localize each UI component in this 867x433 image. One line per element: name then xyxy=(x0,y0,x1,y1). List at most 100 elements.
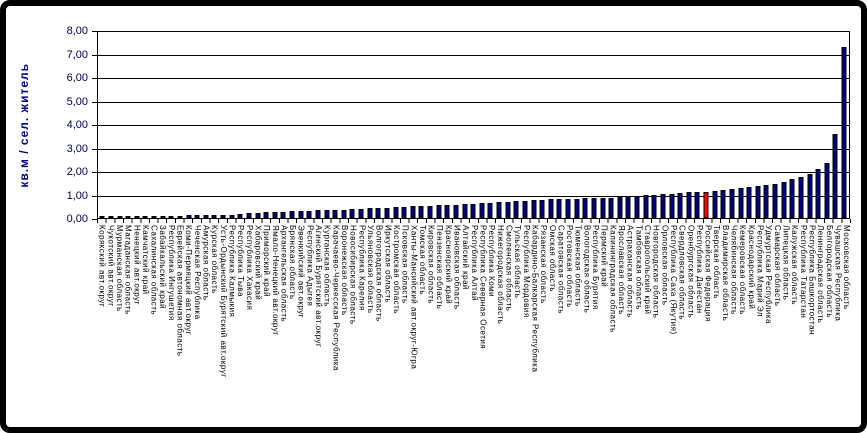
bar xyxy=(401,206,407,218)
x-label-cell: Тверская область xyxy=(712,225,721,427)
bar xyxy=(298,211,304,218)
bar-cell xyxy=(426,32,435,218)
bar-cell xyxy=(271,32,280,218)
bar-cell xyxy=(331,32,340,218)
bar-cell xyxy=(624,32,633,218)
x-label-cell: Ярославская область xyxy=(616,225,626,427)
x-label-cell: Курская область xyxy=(210,225,219,427)
bar-cell xyxy=(607,32,616,218)
x-category-label: Амурская область xyxy=(201,225,211,301)
x-category-label: Владимирская область xyxy=(720,225,730,322)
bar xyxy=(634,195,640,218)
gridline xyxy=(98,78,849,79)
bar-series xyxy=(98,32,849,218)
x-label-cell: Агинский Бурятский авт.округ xyxy=(313,225,323,427)
x-category-label: Смоленская область xyxy=(504,225,514,312)
x-label-cell: Тамбовская область xyxy=(634,225,643,427)
x-category-label: Курганская область xyxy=(322,225,332,307)
y-axis-title-text: кв.м / сел. житель xyxy=(17,62,31,188)
x-category-label: Московская область xyxy=(842,225,852,310)
x-category-label: Астраханская область xyxy=(625,225,635,318)
x-label-cell: Республика Дагестан xyxy=(694,225,704,427)
x-category-label: Белгородская область xyxy=(824,225,834,318)
x-category-label: Волгоградская область xyxy=(374,225,384,322)
bar xyxy=(211,214,217,218)
bar-cell xyxy=(409,32,418,218)
bar-cell xyxy=(210,32,219,218)
bar-cell xyxy=(391,32,400,218)
x-label-cell: Ленинградская область xyxy=(815,225,825,427)
y-tick-mark xyxy=(92,101,97,103)
bar-cell xyxy=(616,32,625,218)
x-category-label: Удмуртская Республика xyxy=(764,225,774,324)
bar xyxy=(263,212,269,218)
x-label-cell: Чукотский авт.округ xyxy=(106,225,115,427)
x-label-cell: Оренбургская область xyxy=(686,225,695,427)
bar-cell xyxy=(314,32,323,218)
bar xyxy=(194,215,200,218)
bar xyxy=(669,193,675,218)
x-label-cell: Кемеровская область xyxy=(738,225,747,427)
y-tick-mark xyxy=(92,172,97,173)
bar xyxy=(539,199,545,218)
bar-cell xyxy=(486,32,495,218)
bar-cell xyxy=(762,32,771,218)
bar-cell xyxy=(158,32,167,218)
x-category-label: Эвенкийский авт.округ xyxy=(296,225,306,319)
bar xyxy=(686,192,692,218)
x-label-cell: Чеченская Республика xyxy=(192,225,202,427)
bar xyxy=(125,216,131,218)
bar-cell xyxy=(512,32,521,218)
x-category-label: Ярославская область xyxy=(617,225,626,315)
x-label-cell: Магаданская область xyxy=(123,225,133,427)
x-label-cell: Камчатский край xyxy=(140,225,150,427)
bar xyxy=(246,213,252,218)
bar-cell xyxy=(521,32,530,218)
x-category-label: Омская область xyxy=(547,225,557,293)
bar xyxy=(160,215,166,218)
bar xyxy=(841,47,847,218)
x-label-cell: Алтайский край xyxy=(461,225,470,427)
x-label-cell: Псковская область xyxy=(400,225,410,427)
bar xyxy=(496,202,502,218)
bar-cell xyxy=(659,32,668,218)
bar xyxy=(470,203,476,218)
x-category-label: Сахалинская область xyxy=(149,225,159,316)
bar xyxy=(574,198,580,218)
x-category-label: Тюменская область xyxy=(573,225,583,307)
x-label-cell: Новосибирская область xyxy=(348,225,358,427)
bar-cell xyxy=(771,32,780,218)
bar xyxy=(427,205,433,218)
x-label-cell: Республика Марий Эл xyxy=(755,225,765,427)
bar-cell xyxy=(107,32,116,218)
y-tick-label: 6,00 xyxy=(66,72,88,84)
x-label-cell: Республика Татарстан xyxy=(798,225,808,427)
x-category-label: Чукотский авт.округ xyxy=(106,225,116,307)
x-label-cell: Республика Алтай xyxy=(469,225,479,427)
x-category-label: Карачаево-Черкесская Республика xyxy=(331,225,341,371)
x-category-label: Ямало-Ненецкий авт.округ xyxy=(270,225,280,336)
x-category-label: Калужская область xyxy=(790,225,800,306)
bar-cell xyxy=(340,32,349,218)
y-tick-mark xyxy=(92,31,97,32)
x-category-label: Мурманская область xyxy=(114,225,124,312)
x-category-label: Ставропольский край xyxy=(642,225,652,315)
x-label-cell: Самарская область xyxy=(772,225,782,427)
x-label-cell: Томская область xyxy=(417,225,427,427)
x-category-label: Красноярский край xyxy=(443,225,453,305)
x-category-label: Тверская область xyxy=(712,225,722,299)
bar xyxy=(367,208,373,218)
bar xyxy=(453,204,459,218)
x-label-cell: Еврейская автономная область xyxy=(175,225,185,427)
bar xyxy=(375,207,381,218)
bar-cell xyxy=(754,32,763,218)
x-label-cell: Тульская область xyxy=(513,225,522,427)
x-category-label: Ханты-Мансийский авт.округ-Югра xyxy=(409,225,419,370)
bar xyxy=(651,194,657,218)
bar-cell xyxy=(745,32,754,218)
x-axis-ticks xyxy=(97,219,851,223)
x-category-label: Курская область xyxy=(210,225,220,294)
bar-cell xyxy=(676,32,685,218)
x-label-cell: Пензенская область xyxy=(435,225,444,427)
